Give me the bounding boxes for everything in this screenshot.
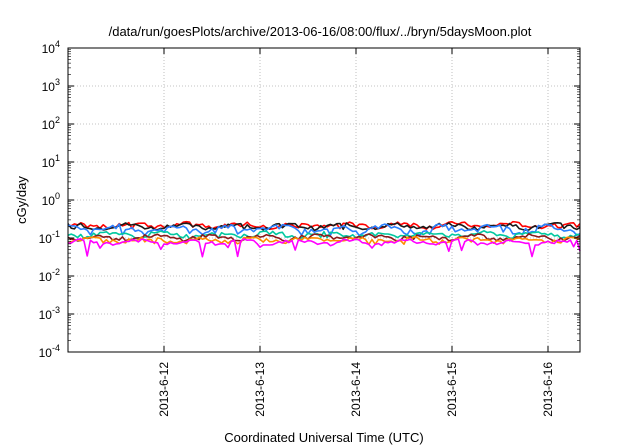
x-tick-label: 2013-6-12 bbox=[157, 362, 171, 417]
series-line bbox=[67, 238, 581, 258]
y-tick-label: 101 bbox=[42, 153, 60, 170]
y-tick-label: 100 bbox=[42, 191, 60, 208]
x-tick-label: 2013-6-16 bbox=[541, 362, 555, 417]
x-tick-label: 2013-6-14 bbox=[349, 362, 363, 417]
y-tick-label: 10-1 bbox=[39, 229, 60, 246]
series-layer bbox=[67, 220, 581, 258]
series-line bbox=[67, 233, 581, 243]
y-axis-label: cGy/day bbox=[14, 176, 29, 224]
series-line bbox=[67, 230, 581, 240]
series-line bbox=[67, 222, 581, 232]
y-axis: 10-4 10-3 10-2 10-1 100 101 102 103 104 bbox=[39, 39, 580, 360]
x-tick-label: 2013-6-13 bbox=[253, 362, 267, 417]
y-tick-label: 10-2 bbox=[39, 267, 60, 284]
x-axis: 2013-6-12 2013-6-13 2013-6-14 2013-6-15 2013… bbox=[157, 48, 555, 417]
y-tick-label: 102 bbox=[42, 115, 60, 132]
y-tick-label: 104 bbox=[42, 39, 60, 56]
x-tick-label: 2013-6-15 bbox=[445, 362, 459, 417]
series-line bbox=[67, 223, 581, 237]
grid bbox=[68, 48, 580, 352]
chart-title: /data/run/goesPlots/archive/2013-06-16/0… bbox=[109, 24, 532, 39]
x-axis-label: Coordinated Universal Time (UTC) bbox=[224, 430, 423, 445]
y-tick-label: 10-3 bbox=[39, 305, 60, 322]
y-tick-label: 103 bbox=[42, 77, 60, 94]
y-tick-label: 10-4 bbox=[39, 343, 60, 360]
